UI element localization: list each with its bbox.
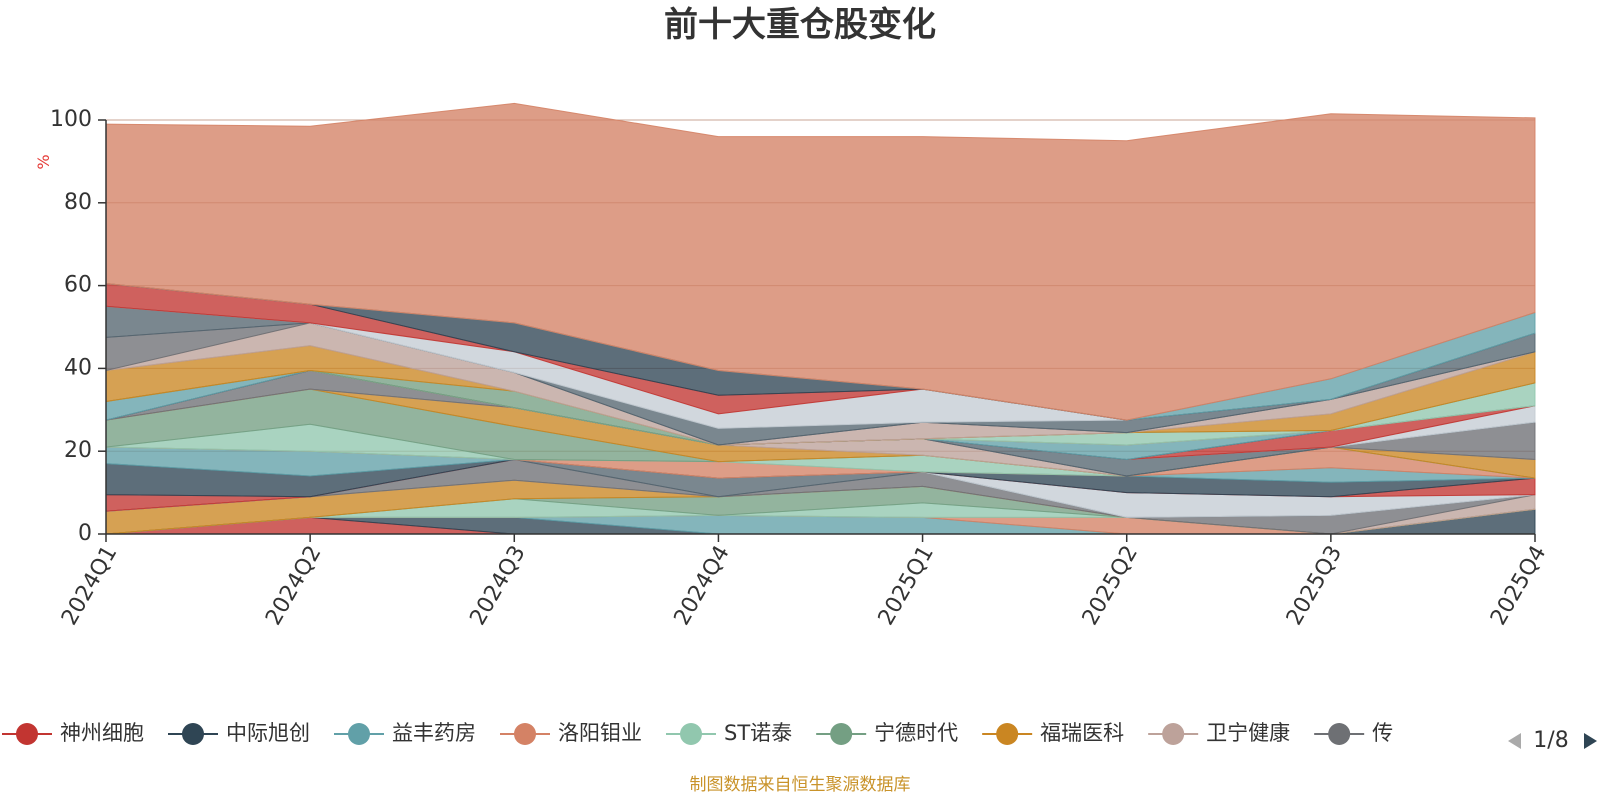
legend-marker-icon — [680, 723, 702, 745]
legend-label: 宁德时代 — [874, 721, 958, 745]
y-tick-label-4: 80 — [64, 190, 92, 215]
y-tick-label-3: 60 — [64, 273, 92, 298]
axes — [105, 120, 1535, 535]
legend-item-3[interactable]: 洛阳钼业 — [500, 721, 642, 745]
legend-label: 洛阳钼业 — [558, 721, 642, 745]
y-tick-label-2: 40 — [64, 355, 92, 380]
area-series-36 — [105, 102, 1536, 421]
legend-item-1[interactable]: 中际旭创 — [168, 721, 310, 745]
x-tick-label-7: 2025Q4 — [1486, 542, 1551, 630]
area-series-group — [105, 102, 1536, 535]
legend-item-0[interactable]: 神州细胞 — [2, 721, 144, 745]
x-tick-label-3: 2024Q4 — [670, 542, 735, 630]
legend-marker-icon — [830, 723, 853, 745]
legend-label: 神州细胞 — [60, 721, 144, 745]
legend-label: 益丰药房 — [392, 721, 476, 745]
y-axis-unit: % — [34, 154, 53, 169]
legend-item-4[interactable]: ST诺泰 — [666, 721, 792, 745]
legend-item-2[interactable]: 益丰药房 — [334, 721, 476, 745]
legend-label: 中际旭创 — [226, 721, 310, 745]
data-source-note: 制图数据来自恒生聚源数据库 — [690, 775, 911, 795]
legend-marker-icon — [996, 723, 1019, 745]
legend-item-8[interactable]: 传 — [1314, 721, 1393, 745]
x-tick-label-2: 2024Q3 — [465, 542, 530, 630]
chart-title: 前十大重仓股变化 — [664, 5, 936, 45]
legend-marker-icon — [1328, 723, 1351, 745]
legend-next-page-icon[interactable] — [1584, 733, 1597, 749]
legend-item-5[interactable]: 宁德时代 — [816, 721, 958, 745]
legend-marker-icon — [1162, 723, 1185, 745]
x-tick-labels: 2024Q1 2024Q2 2024Q3 2024Q4 2025Q1 2025Q2 2025… — [57, 534, 1551, 630]
y-tick-labels: 0 20 40 60 80 100 — [50, 107, 106, 546]
x-tick-label-5: 2025Q2 — [1078, 542, 1143, 630]
legend-label: 卫宁健康 — [1206, 721, 1290, 745]
legend-marker-icon — [16, 723, 38, 745]
legend-label: ST诺泰 — [724, 721, 792, 745]
y-tick-label-1: 20 — [64, 438, 92, 463]
legend-item-7[interactable]: 卫宁健康 — [1148, 721, 1290, 745]
x-tick-label-0: 2024Q1 — [57, 542, 122, 630]
legend-pager: 1/8 — [1508, 728, 1597, 753]
legend: 神州细胞 中际旭创 益丰药房 洛阳钼业 ST诺泰 宁德时代 福瑞医科 卫宁健康 传 — [2, 721, 1393, 745]
x-tick-label-1: 2024Q2 — [261, 542, 326, 630]
legend-marker-icon — [182, 723, 204, 745]
legend-label: 福瑞医科 — [1040, 721, 1124, 745]
legend-marker-icon — [348, 723, 370, 745]
legend-marker-icon — [514, 723, 536, 745]
legend-page-indicator: 1/8 — [1533, 728, 1568, 753]
legend-label: 传 — [1372, 721, 1393, 745]
y-tick-label-5: 100 — [50, 107, 92, 132]
x-tick-label-6: 2025Q3 — [1282, 542, 1347, 630]
legend-prev-page-icon[interactable] — [1508, 733, 1521, 749]
y-tick-label-0: 0 — [78, 521, 92, 546]
x-tick-label-4: 2025Q1 — [874, 542, 939, 630]
legend-item-6[interactable]: 福瑞医科 — [982, 721, 1124, 745]
